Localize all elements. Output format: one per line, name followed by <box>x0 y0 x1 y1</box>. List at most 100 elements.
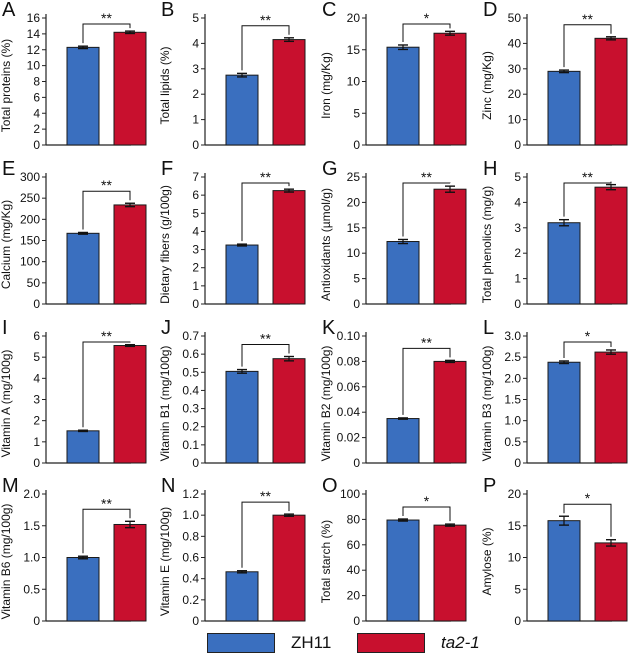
y-tick-label-j: 0.2 <box>182 420 199 434</box>
panel-l: L 0 0.5 1.0 1.5 2.0 2.5 3.0 Vitamin B3 (mg/100g)… <box>480 317 628 470</box>
y-tick-label-d: 20 <box>508 87 522 101</box>
bar-zh11-e <box>66 232 100 305</box>
y-tick-label-j: 0.5 <box>182 365 199 379</box>
y-tick-label-j: 0.6 <box>182 347 199 361</box>
panel-c: C 0 5 10 15 20 Iron (mg/Kg) * <box>319 0 467 152</box>
y-tick-label-m: 0 <box>33 614 40 628</box>
panel-o: O 0 20 40 60 80 100 Total starch (%) * <box>319 475 467 628</box>
y-tick-label-f: 3 <box>192 243 199 257</box>
y-tick-label-a: 8 <box>33 75 40 89</box>
y-tick-label-l: 0 <box>514 456 521 470</box>
y-tick-label-k: 0.10 <box>337 329 361 343</box>
significance-label-f: ** <box>260 169 271 185</box>
significance-bracket-n <box>241 501 290 568</box>
y-tick-label-m: 0.5 <box>23 582 40 596</box>
bar-ta2-i <box>113 345 147 464</box>
y-tick-label-e: 50 <box>27 276 41 290</box>
y-tick-label-e: 0 <box>33 297 40 311</box>
y-tick-label-c: 5 <box>353 106 360 120</box>
bar-ta2-c <box>433 32 467 146</box>
y-axis-label-i: Vitamin A (mg/100g) <box>0 350 13 458</box>
bar-ta2-a <box>113 31 147 146</box>
bar-zh11-m <box>66 557 100 622</box>
y-tick-label-c: 10 <box>347 75 361 89</box>
bar-zh11-h <box>547 222 581 305</box>
significance-label-g: ** <box>421 169 432 185</box>
bar-ta2-p <box>594 542 628 622</box>
y-tick-label-i: 5 <box>33 350 40 364</box>
y-tick-label-c: 15 <box>347 43 361 57</box>
panel-n: N 0 0.2 0.4 0.6 0.8 1.0 1.2 Vitamin E (mg/100g) *… <box>158 475 306 628</box>
y-tick-label-b: 4 <box>192 36 199 50</box>
y-tick-label-f: 2 <box>192 261 199 275</box>
bar-ta2-h <box>594 186 628 305</box>
y-axis-label-d: Zinc (mg/Kg) <box>480 51 494 120</box>
y-axis-label-p: Amylose (%) <box>480 527 494 595</box>
significance-label-b: ** <box>260 12 271 28</box>
significance-label-p: * <box>585 490 591 506</box>
y-tick-label-h: 3 <box>514 221 521 235</box>
y-tick-label-p: 20 <box>508 487 522 501</box>
y-tick-label-a: 12 <box>27 43 41 57</box>
y-tick-label-o: 100 <box>340 487 360 501</box>
bar-zh11-c <box>386 46 420 146</box>
bar-zh11-g <box>386 241 420 305</box>
panel-letter-e: E <box>2 158 15 180</box>
bar-zh11-k <box>386 418 420 464</box>
y-axis-label-c: Iron (mg/Kg) <box>319 52 333 119</box>
legend-swatch-zh11 <box>207 633 275 653</box>
y-tick-label-o: 40 <box>347 563 361 577</box>
y-tick-label-g: 15 <box>347 221 361 235</box>
legend-item-ta2: ta2-1 <box>357 632 480 654</box>
y-axis-label-n: Vitamin E (mg/100g) <box>158 507 172 616</box>
panel-letter-n: N <box>161 475 175 497</box>
significance-bracket-h <box>563 181 612 217</box>
y-tick-label-m: 1.5 <box>23 519 40 533</box>
bar-ta2-o <box>433 524 467 622</box>
panel-k: K 0 0.02 0.04 0.06 0.08 0.10 Vitamin B2 (mg/100… <box>319 317 467 470</box>
y-tick-label-f: 1 <box>192 279 199 293</box>
significance-label-e: ** <box>101 177 112 193</box>
bar-ta2-e <box>113 204 147 305</box>
significance-bracket-a <box>82 23 131 44</box>
y-tick-label-i: 3 <box>33 393 40 407</box>
y-tick-label-a: 6 <box>33 90 40 104</box>
y-tick-label-e: 100 <box>20 255 40 269</box>
y-tick-label-p: 10 <box>508 551 522 565</box>
y-axis-label-g: Antioxidants (µmol/g) <box>319 188 333 301</box>
panel-letter-p: P <box>483 475 496 497</box>
y-tick-label-d: 30 <box>508 62 522 76</box>
significance-label-a: ** <box>101 10 112 26</box>
significance-bracket-p <box>563 503 612 537</box>
y-tick-label-h: 0 <box>514 297 521 311</box>
y-tick-label-n: 0.4 <box>182 572 199 586</box>
panel-d: D 0 10 20 30 40 50 Zinc (mg/Kg) ** <box>480 0 628 152</box>
y-tick-label-i: 6 <box>33 329 40 343</box>
y-axis-label-m: Vitamin B6 (mg/100g) <box>0 504 13 620</box>
y-tick-label-n: 0 <box>192 614 199 628</box>
panel-f: F 0 1 2 3 4 5 6 7 Dietary fibers (g/100g) ** <box>158 158 306 311</box>
significance-label-c: * <box>424 10 430 26</box>
y-tick-label-l: 2.0 <box>504 371 521 385</box>
panel-e: E 0 50 100 150 200 250 300 Calcium (mg/Kg) ** <box>0 158 147 311</box>
bar-zh11-n <box>225 571 259 622</box>
significance-bracket-c <box>402 23 451 42</box>
y-tick-label-n: 0.8 <box>182 529 199 543</box>
y-tick-label-c: 20 <box>347 11 361 25</box>
panel-h: H 0 1 2 3 4 5 Total phenolics (mg/g) ** <box>480 158 628 311</box>
y-tick-label-h: 4 <box>514 195 521 209</box>
y-tick-label-l: 0.5 <box>504 435 521 449</box>
panel-letter-h: H <box>483 158 497 180</box>
y-axis-label-a: Total proteins (%) <box>0 39 13 132</box>
y-tick-label-d: 0 <box>514 138 521 152</box>
significance-label-i: ** <box>101 328 112 344</box>
y-tick-label-g: 0 <box>353 297 360 311</box>
panel-letter-d: D <box>483 0 497 21</box>
y-axis-label-b: Total lipids (%) <box>158 46 172 124</box>
significance-label-j: ** <box>260 331 271 347</box>
y-tick-label-k: 0.08 <box>337 354 361 368</box>
y-tick-label-a: 0 <box>33 138 40 152</box>
y-tick-label-b: 0 <box>192 138 199 152</box>
panel-letter-j: J <box>161 317 171 339</box>
bar-zh11-d <box>547 70 581 146</box>
